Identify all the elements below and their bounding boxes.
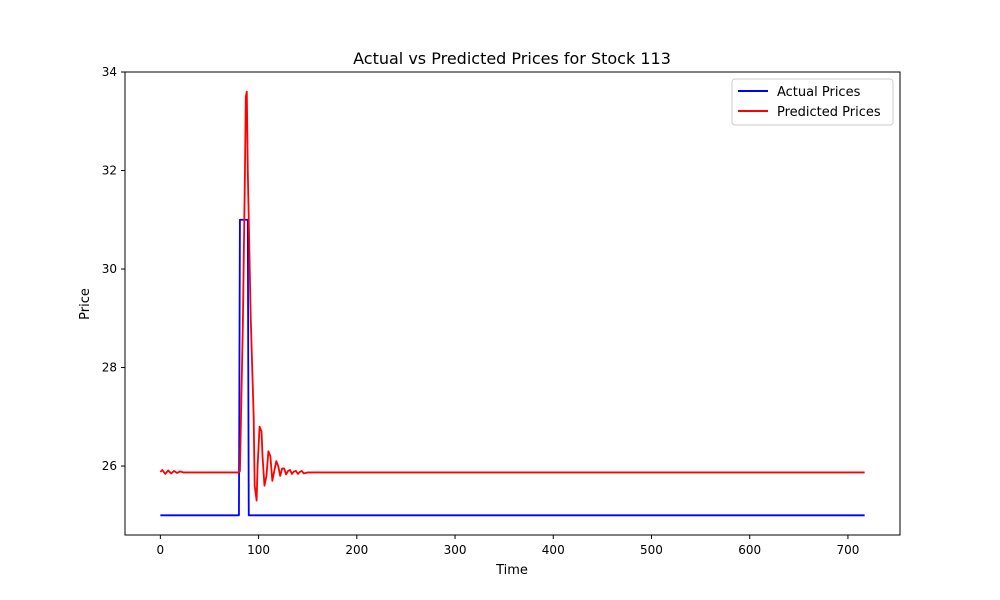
- x-tick-label: 500: [640, 543, 663, 557]
- plot-area: [159, 90, 865, 517]
- legend-label-actual-prices: Actual Prices: [777, 85, 861, 100]
- y-tick-label: 28: [102, 361, 117, 375]
- y-axis-label: Price: [78, 288, 93, 320]
- legend-box: [731, 78, 894, 126]
- x-axis-label: Time: [495, 563, 528, 578]
- x-tick-label: 600: [738, 543, 761, 557]
- x-tick-label: 200: [345, 543, 368, 557]
- legend-label-predicted-prices: Predicted Prices: [777, 105, 881, 120]
- x-tick-label: 700: [836, 543, 859, 557]
- y-tick-label: 34: [102, 65, 117, 79]
- plot-frame: [124, 71, 901, 536]
- x-tick-label: 100: [247, 543, 270, 557]
- x-tick-label: 0: [157, 543, 165, 557]
- x-tick-label: 400: [542, 543, 565, 557]
- x-axis: 0 100 200 300 400 500 600 700: [157, 535, 859, 557]
- y-tick-label: 32: [102, 164, 117, 178]
- y-axis: 26 28 30 32 34: [102, 65, 125, 473]
- y-tick-label: 30: [102, 262, 117, 276]
- series-line-predicted-prices: [159, 90, 865, 502]
- y-tick-label: 26: [102, 459, 117, 473]
- x-tick-label: 300: [444, 543, 467, 557]
- legend: Actual Prices Predicted Prices: [731, 78, 894, 126]
- chart-title: Actual vs Predicted Prices for Stock 113: [353, 49, 671, 68]
